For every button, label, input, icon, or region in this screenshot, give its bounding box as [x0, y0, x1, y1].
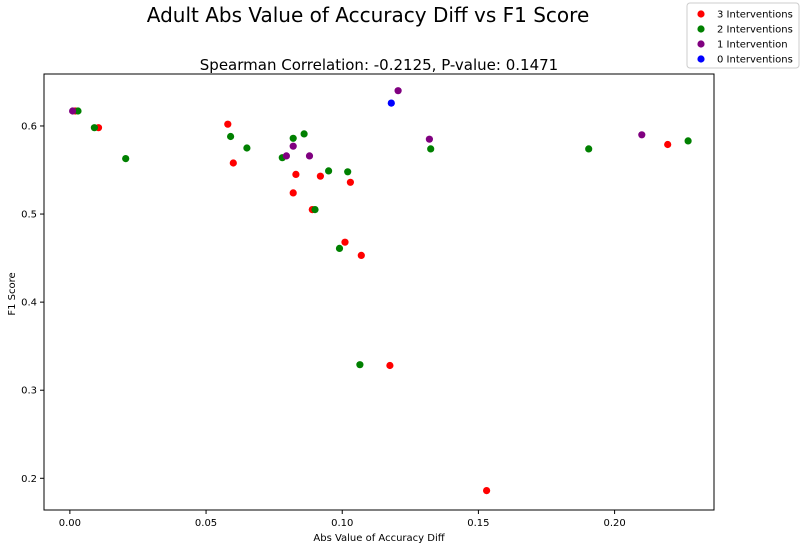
plot-frame [43, 73, 715, 511]
data-point [341, 238, 349, 246]
legend-marker [697, 25, 705, 33]
data-point [300, 130, 308, 138]
data-point [243, 144, 251, 152]
x-tick-label: 0.05 [195, 518, 217, 529]
x-tick-label: 0.10 [331, 518, 353, 529]
legend-label: 3 Interventions [717, 10, 793, 21]
legend-marker [697, 55, 705, 63]
legend-box [686, 2, 800, 69]
data-point [684, 137, 692, 145]
data-point [344, 168, 352, 176]
legend-marker [697, 10, 705, 18]
data-point [638, 131, 646, 139]
y-tick-label: 0.6 [21, 121, 37, 132]
data-point [224, 120, 232, 128]
data-point [356, 361, 364, 369]
data-point [585, 145, 593, 153]
data-point [227, 132, 235, 141]
data-point [305, 152, 314, 160]
legend-label: 0 Interventions [717, 55, 793, 66]
x-tick-label: 0.15 [467, 518, 489, 529]
legend-label: 2 Interventions [717, 25, 793, 36]
chart-title: Adult Abs Value of Accuracy Diff vs F1 S… [147, 3, 590, 27]
data-point [282, 152, 290, 160]
data-point [664, 140, 672, 149]
chart-subtitle: Spearman Correlation: -0.2125, P-value: … [200, 56, 558, 74]
y-tick-label: 0.4 [21, 298, 37, 309]
data-point [387, 99, 395, 107]
legend-marker [697, 40, 705, 48]
y-tick-label: 0.5 [21, 210, 37, 221]
data-point [311, 206, 319, 214]
x-axis-label: Abs Value of Accuracy Diff [313, 533, 445, 544]
data-point [289, 142, 297, 150]
data-point [346, 178, 354, 186]
data-point [90, 124, 98, 132]
x-tick-label: 0.00 [59, 518, 81, 529]
data-point [229, 159, 237, 167]
data-point [394, 87, 402, 95]
legend-label: 1 Intervention [717, 40, 788, 51]
data-point [483, 487, 491, 495]
legend: 3 Interventions 2 Interventions 1 Interven… [686, 2, 800, 69]
data-point [335, 244, 344, 252]
y-tick-label: 0.2 [21, 474, 37, 485]
data-point [316, 172, 324, 180]
data-point [74, 107, 82, 115]
data-point [69, 107, 77, 115]
data-point [325, 167, 333, 175]
data-point [357, 251, 365, 259]
data-point [292, 170, 300, 178]
data-point [427, 145, 435, 153]
y-axis-label: F1 Score [7, 272, 18, 315]
data-point [122, 155, 130, 163]
data-point [289, 134, 297, 142]
data-point [425, 135, 433, 143]
data-point [386, 361, 394, 370]
x-tick-label: 0.20 [603, 518, 625, 529]
data-point [289, 189, 297, 197]
y-tick-label: 0.3 [21, 386, 37, 397]
